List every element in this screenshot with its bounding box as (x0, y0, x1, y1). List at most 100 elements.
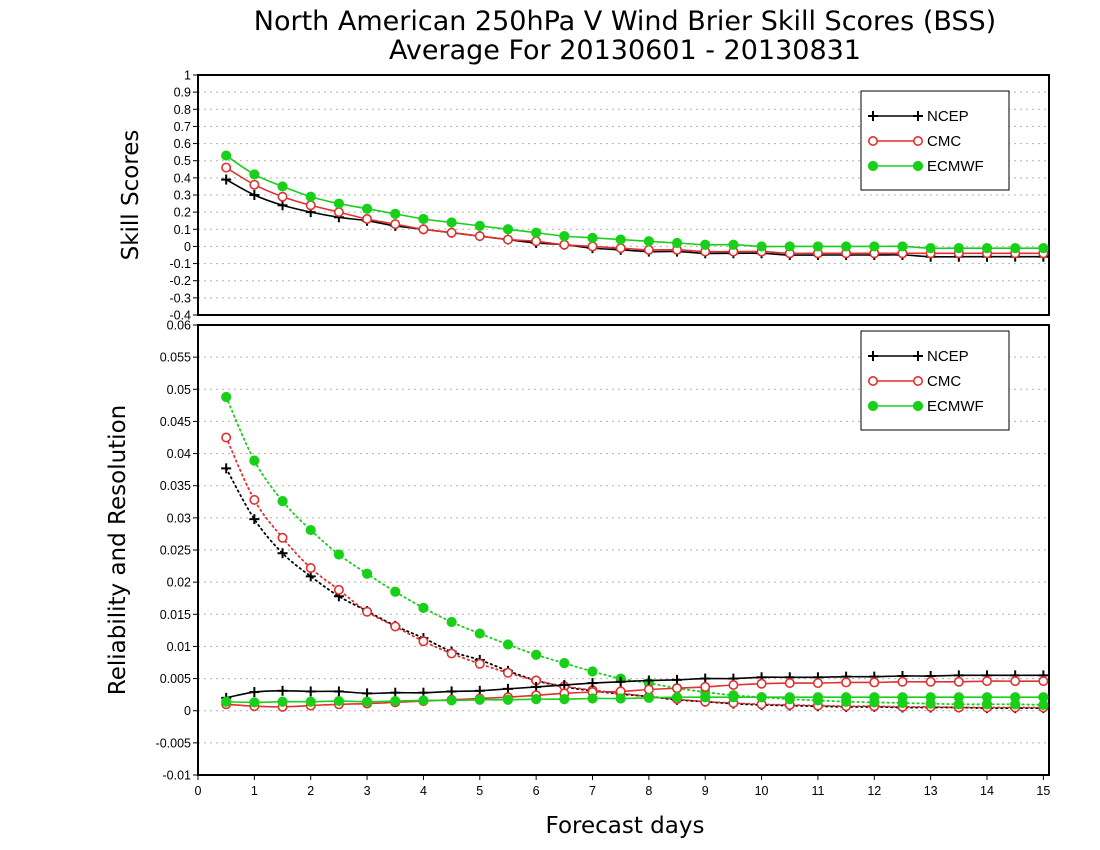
bottom-y-tick-label: 0.02 (167, 576, 191, 590)
skill-score-panel: -0.4 -0.3 -0.2 -0.1 0 0.1 0.2 0.3 0.4 0.5 0.6 0.7 0.… (118, 69, 1050, 323)
bottom-x-tick-label: 3 (364, 784, 371, 798)
bottom-resolution-ecmwf-point (221, 391, 232, 403)
bottom-resolution-ncep-point (249, 514, 260, 525)
bottom-reliability-ecmwf-point (333, 695, 344, 707)
bottom-x-tick-label: 6 (533, 784, 540, 798)
bottom-reliability-ncep-point (700, 673, 711, 684)
top-ecmwf-point (953, 243, 964, 254)
bottom-reliability-ncep-point (559, 680, 570, 690)
bottom-resolution-ncep-line (225, 467, 1045, 710)
bottom-resolution-ecmwf-point (587, 666, 598, 677)
bottom-reliability-ecmwf-point (418, 695, 429, 706)
bottom-reliability-ecmwf-point (221, 696, 232, 707)
x-axis-title: Forecast days (546, 813, 705, 839)
bottom-reliability-cmc-point (982, 676, 993, 687)
bottom-reliability-cmc-point (1010, 676, 1021, 687)
top-ecmwf-point (559, 231, 570, 242)
bottom-reliability-ecmwf-point (531, 694, 542, 705)
chart-title-line2: Average For 20130601 - 20130831 (389, 35, 861, 66)
bottom-reliability-ecmwf-point (671, 692, 683, 703)
top-ecmwf-point (869, 241, 880, 252)
bottom-reliability-ecmwf-point (925, 692, 936, 703)
bottom-resolution-cmc-point (418, 636, 429, 647)
top-cmc-point (474, 231, 485, 242)
bottom-legend-marker-cmc (867, 375, 878, 386)
top-cmc-point (277, 191, 288, 202)
bottom-resolution-cmc-line (225, 436, 1045, 709)
bottom-y-tick-label: 0.03 (167, 511, 191, 525)
bottom-reliability-cmc-point (756, 678, 767, 689)
top-legend-label-ncep: NCEP (927, 108, 969, 125)
top-ncep-line (225, 178, 1044, 258)
top-cmc-point (390, 219, 401, 230)
top-legend-marker-cmc (867, 136, 878, 147)
top-ecmwf-point (531, 227, 542, 238)
bottom-reliability-cmc-point (925, 676, 936, 687)
bottom-reliability-cmc-point (897, 676, 908, 687)
bottom-x-tick-label: 10 (755, 784, 769, 798)
top-ecmwf-point (812, 241, 824, 252)
bottom-x-tick-label: 0 (195, 784, 202, 798)
bottom-reliability-ecmwf-point (841, 692, 852, 703)
bottom-reliability-ecmwf-point (249, 697, 260, 708)
top-legend-marker-ncep (868, 111, 878, 121)
bottom-resolution-cmc-point (502, 667, 513, 678)
top-y-tick-label: 0 (184, 240, 191, 254)
top-cmc-point (643, 244, 654, 255)
bottom-y-axis-title: Reliability and Resolution (105, 405, 131, 695)
bottom-reliability-ncep-point (249, 687, 260, 698)
bottom-reliability-cmc-point (841, 677, 852, 688)
bottom-y-tick-label: 0.05 (167, 383, 191, 397)
bottom-reliability-ncep-point (305, 686, 316, 697)
bottom-legend-marker-ecmwf (867, 400, 879, 412)
bottom-resolution-ecmwf-point (418, 602, 429, 613)
top-cmc-point (559, 239, 570, 250)
top-cmc-point (221, 162, 232, 173)
top-cmc-point (587, 241, 598, 252)
bottom-reliability-ncep-point (615, 676, 626, 687)
top-y-axis-title: Skill Scores (118, 130, 144, 261)
bottom-resolution-ncep-point (277, 548, 288, 559)
top-legend-marker-ncep (913, 111, 923, 121)
top-y-tick-label: 0.6 (174, 137, 191, 151)
bottom-reliability-ecmwf-point (559, 694, 570, 705)
bottom-x-tick-label: 7 (589, 784, 596, 798)
bottom-resolution-ecmwf-point (249, 455, 260, 466)
bottom-reliability-ecmwf-point (981, 692, 993, 703)
bottom-x-tick-label: 1 (251, 784, 258, 798)
bottom-resolution-ncep-point (305, 571, 316, 582)
top-ecmwf-point (1010, 243, 1021, 254)
top-cmc-point (615, 243, 626, 254)
top-ecmwf-point (361, 203, 373, 214)
top-ecmwf-point (784, 241, 795, 252)
bottom-legend-label-cmc: CMC (927, 373, 961, 390)
bottom-legend-marker-ncep (913, 351, 923, 361)
bottom-resolution-ncep-point (221, 463, 232, 474)
top-ecmwf-point (728, 239, 739, 250)
bottom-reliability-ncep-point (672, 674, 683, 685)
bottom-y-tick-label: 0.055 (160, 351, 191, 365)
top-y-tick-label: 1 (184, 69, 191, 83)
bottom-x-tick-label: 4 (420, 784, 427, 798)
top-ecmwf-point (446, 217, 457, 228)
bottom-reliability-cmc-line (226, 680, 1044, 708)
top-ecmwf-point (897, 241, 908, 252)
top-ecmwf-point (981, 243, 993, 254)
bottom-reliability-ecmwf-point (756, 692, 767, 703)
bottom-legend-label-ncep: NCEP (927, 348, 969, 365)
bottom-resolution-cmc-point (221, 432, 232, 443)
bottom-reliability-ncep-point (502, 683, 513, 694)
bottom-reliability-ecmwf-point (390, 695, 401, 707)
bottom-resolution-ecmwf-point (305, 524, 316, 536)
bottom-resolution-cmc-point (390, 621, 401, 632)
bottom-resolution-cmc-point (474, 658, 485, 669)
bottom-legend-marker-cmc (912, 375, 923, 386)
bottom-reliability-ecmwf-point (446, 695, 457, 706)
top-ecmwf-point (671, 237, 683, 249)
bottom-resolution-cmc-point (446, 648, 457, 659)
bottom-reliability-ncep-point (446, 686, 457, 697)
bottom-reliability-cmc-point (728, 679, 739, 690)
bottom-reliability-cmc-point (700, 681, 711, 692)
bottom-resolution-cmc-point (277, 532, 288, 543)
